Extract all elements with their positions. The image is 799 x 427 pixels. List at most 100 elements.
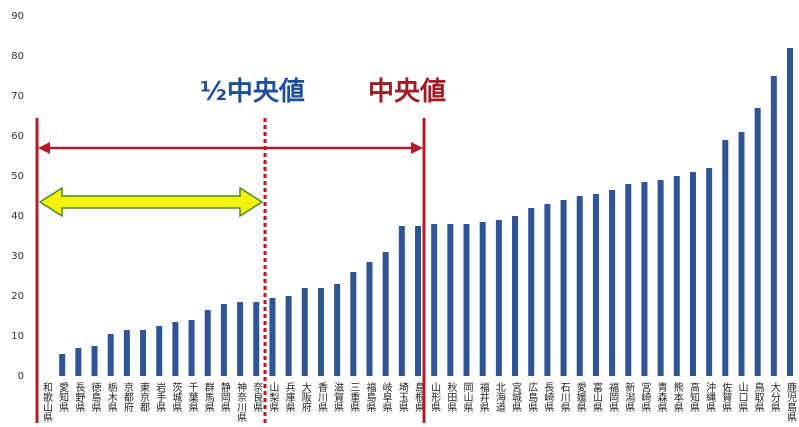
y-tick-label: 0 (18, 371, 24, 382)
x-tick-label: 福井県 (477, 381, 489, 413)
x-tick-label: 和歌山県 (41, 382, 53, 423)
bar (479, 222, 486, 376)
x-tick-label: 埼玉県 (396, 381, 408, 413)
bar (398, 226, 405, 376)
bar (706, 168, 713, 376)
x-tick-label: 京都府 (121, 381, 133, 413)
bar (415, 226, 421, 376)
annotation-half-median: ½中央値 (200, 77, 305, 107)
x-tick-label: 宮城県 (510, 381, 522, 413)
y-tick-label: 80 (11, 51, 24, 62)
x-tick-label: 滋賀県 (332, 381, 344, 413)
x-tick-label: 長崎県 (542, 382, 554, 413)
bar (463, 224, 470, 376)
bar (689, 172, 696, 376)
bar (75, 348, 82, 376)
x-tick-label: 鹿児島県 (785, 381, 797, 423)
y-tick-label: 30 (11, 251, 24, 262)
bar (495, 220, 502, 376)
x-tick-label: 富山県 (590, 381, 602, 413)
x-tick-label: 福島県 (364, 381, 376, 413)
bar (609, 190, 616, 376)
bar (59, 354, 66, 376)
bar (560, 200, 567, 376)
bar (188, 320, 195, 376)
bar (253, 302, 260, 376)
x-tick-label: 兵庫県 (283, 381, 295, 413)
bar (528, 208, 535, 376)
bar (722, 140, 729, 376)
bar (382, 252, 389, 376)
x-tick-label: 石川県 (558, 382, 570, 413)
bar (107, 334, 114, 376)
bar (625, 184, 632, 376)
bar (512, 216, 519, 376)
bar (673, 176, 680, 376)
x-tick-label: 宮崎県 (639, 381, 651, 413)
x-tick-label: 山梨県 (267, 382, 279, 413)
y-tick-label: 40 (11, 211, 24, 222)
x-tick-label: 山口県 (736, 382, 748, 413)
bar (592, 194, 599, 376)
bar (334, 284, 341, 376)
bar (237, 302, 244, 376)
x-tick-label: 長野県 (73, 382, 85, 413)
x-tick-label: 沖縄県 (704, 381, 716, 413)
bar (544, 204, 551, 376)
y-tick-label: 50 (11, 171, 24, 182)
x-tick-label: 熊本県 (671, 381, 683, 413)
x-tick-label: 福岡県 (607, 381, 619, 413)
bar (754, 108, 761, 376)
x-tick-label: 栃木県 (105, 381, 117, 413)
x-tick-label: 徳島県 (89, 381, 101, 413)
bar (140, 330, 147, 376)
x-tick-label: 愛知県 (57, 381, 69, 413)
bar (91, 346, 98, 376)
x-tick-label: 青森県 (655, 381, 667, 413)
bar (576, 196, 583, 376)
x-tick-label: 島根県 (413, 381, 425, 413)
y-tick-label: 90 (11, 11, 24, 22)
bar (738, 132, 745, 376)
x-tick-label: 愛媛県 (574, 381, 586, 413)
x-tick-label: 東京都 (138, 381, 150, 413)
median-arrow (38, 142, 423, 154)
bar (447, 224, 454, 376)
bar (431, 224, 438, 376)
half-median-arrow (38, 186, 264, 218)
bar (770, 76, 777, 376)
x-tick-label: 広島県 (526, 381, 538, 413)
bar (657, 180, 664, 376)
annotation-median: 中央値 (368, 77, 446, 107)
y-tick-label: 70 (11, 91, 24, 102)
x-tick-label: 群馬県 (202, 381, 214, 413)
x-tick-label: 山形県 (429, 382, 441, 413)
x-tick-label: 大分県 (768, 381, 780, 413)
bar (220, 304, 227, 376)
x-tick-label: 秋田県 (445, 381, 457, 413)
bar (285, 296, 292, 376)
bar (317, 288, 324, 376)
x-tick-label: 新潟県 (623, 381, 635, 413)
x-tick-label: 大阪府 (299, 381, 311, 413)
bar (156, 326, 163, 376)
x-tick-label: 鳥取県 (752, 381, 764, 413)
bar (350, 272, 357, 376)
bar (204, 310, 211, 376)
x-tick-label: 高知県 (687, 381, 699, 413)
x-tick-label: 岩手県 (154, 381, 166, 413)
x-tick-label: 奈良県 (251, 381, 263, 413)
bar (301, 288, 308, 376)
y-tick-label: 60 (11, 131, 24, 142)
bar (366, 262, 373, 376)
x-tick-label: 神奈川県 (235, 381, 247, 423)
x-tick-label: 静岡県 (218, 381, 230, 413)
x-tick-label: 北海道 (493, 382, 505, 412)
x-tick-label: 千葉県 (186, 382, 198, 413)
bar (787, 48, 793, 376)
x-tick-label: 佐賀県 (720, 382, 732, 413)
y-tick-label: 20 (11, 291, 24, 302)
x-tick-label: 岐阜県 (380, 381, 392, 413)
bar (172, 322, 179, 376)
y-tick-label: 10 (11, 331, 24, 342)
